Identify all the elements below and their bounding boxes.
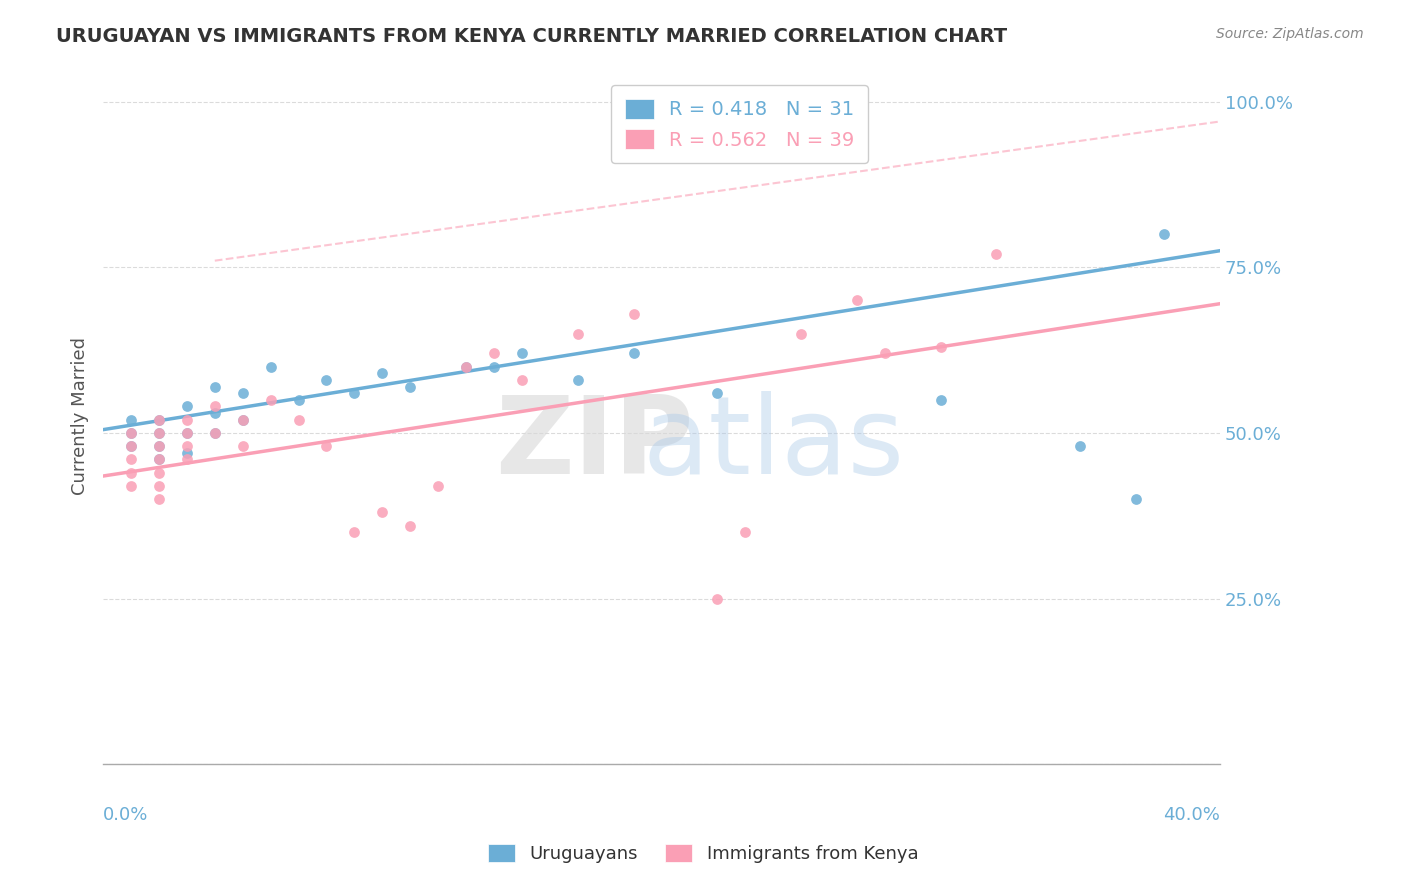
Y-axis label: Currently Married: Currently Married: [72, 337, 89, 495]
Point: [873, 346, 896, 360]
Point: [176, 400, 198, 414]
Point: [120, 439, 142, 453]
Text: Source: ZipAtlas.com: Source: ZipAtlas.com: [1216, 27, 1364, 41]
Point: [510, 373, 533, 387]
Point: [482, 346, 505, 360]
Point: [399, 379, 422, 393]
Point: [929, 392, 952, 407]
Point: [454, 359, 477, 374]
Point: [120, 479, 142, 493]
Point: [148, 466, 170, 480]
Point: [120, 413, 142, 427]
Point: [343, 386, 366, 401]
Point: [287, 413, 309, 427]
Point: [567, 326, 589, 341]
Point: [706, 386, 728, 401]
Point: [790, 326, 813, 341]
Point: [371, 367, 394, 381]
Point: [148, 492, 170, 507]
Point: [176, 452, 198, 467]
Point: [148, 439, 170, 453]
Point: [148, 439, 170, 453]
Point: [929, 340, 952, 354]
Point: [315, 439, 337, 453]
Legend: Uruguayans, Immigrants from Kenya: Uruguayans, Immigrants from Kenya: [477, 833, 929, 874]
Point: [120, 466, 142, 480]
Point: [371, 506, 394, 520]
Point: [176, 439, 198, 453]
Legend: R = 0.418   N = 31, R = 0.562   N = 39: R = 0.418 N = 31, R = 0.562 N = 39: [612, 86, 868, 163]
Point: [176, 425, 198, 440]
Point: [120, 452, 142, 467]
Point: [176, 413, 198, 427]
Point: [399, 518, 422, 533]
Point: [1153, 227, 1175, 242]
Point: [204, 425, 226, 440]
Point: [120, 439, 142, 453]
Point: [232, 413, 254, 427]
Point: [148, 425, 170, 440]
Point: [148, 413, 170, 427]
Point: [1125, 492, 1147, 507]
Point: [148, 425, 170, 440]
Point: [287, 392, 309, 407]
Text: 40.0%: 40.0%: [1163, 806, 1220, 824]
Point: [315, 373, 337, 387]
Point: [845, 293, 868, 308]
Point: [204, 379, 226, 393]
Point: [148, 413, 170, 427]
Point: [232, 439, 254, 453]
Point: [120, 425, 142, 440]
Point: [343, 525, 366, 540]
Point: [204, 406, 226, 420]
Point: [204, 425, 226, 440]
Point: [482, 359, 505, 374]
Point: [510, 346, 533, 360]
Point: [986, 247, 1008, 261]
Point: [232, 413, 254, 427]
Point: [148, 452, 170, 467]
Point: [734, 525, 756, 540]
Point: [148, 452, 170, 467]
Point: [120, 425, 142, 440]
Point: [623, 307, 645, 321]
Point: [259, 359, 281, 374]
Point: [232, 386, 254, 401]
Point: [259, 392, 281, 407]
Text: 0.0%: 0.0%: [103, 806, 149, 824]
Text: URUGUAYAN VS IMMIGRANTS FROM KENYA CURRENTLY MARRIED CORRELATION CHART: URUGUAYAN VS IMMIGRANTS FROM KENYA CURRE…: [56, 27, 1007, 45]
Text: ZIP: ZIP: [495, 392, 693, 497]
Point: [427, 479, 450, 493]
Point: [623, 346, 645, 360]
Point: [148, 479, 170, 493]
Point: [706, 591, 728, 606]
Point: [1069, 439, 1091, 453]
Point: [176, 446, 198, 460]
Point: [204, 400, 226, 414]
Point: [567, 373, 589, 387]
Text: atlas: atlas: [643, 392, 904, 497]
Point: [176, 425, 198, 440]
Point: [454, 359, 477, 374]
